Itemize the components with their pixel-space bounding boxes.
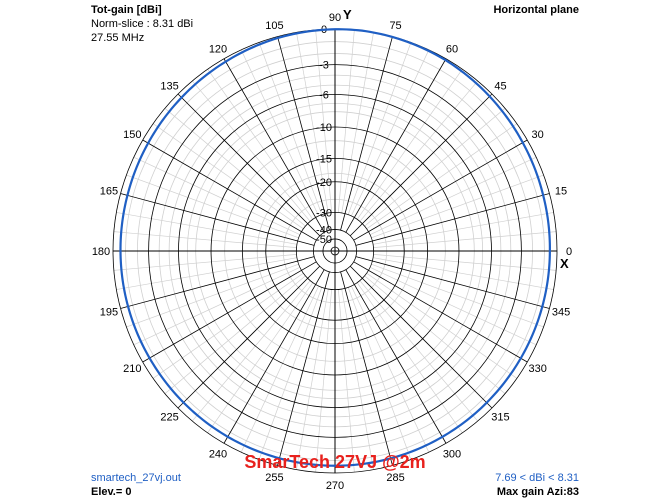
minor-grid-spoke — [192, 80, 311, 222]
angle-tick-label: 150 — [123, 129, 141, 141]
angle-tick-label: 330 — [528, 363, 546, 375]
minor-grid-spoke — [164, 108, 306, 227]
grid-spoke — [349, 93, 493, 237]
minor-grid-spoke — [133, 156, 301, 235]
filename-label: smartech_27vj.out — [91, 472, 181, 484]
db-tick-label: -20 — [316, 177, 332, 189]
grid-spoke — [340, 36, 393, 231]
tick-labels: 0 15 30 45 60 75 90 105 120 135 150 165 180 195 210 225… — [92, 12, 572, 492]
grid-spoke — [345, 58, 447, 233]
db-tick-label: -3 — [319, 60, 329, 72]
grid-spoke — [345, 269, 447, 444]
minor-grid-spoke — [359, 280, 478, 422]
plane-label: Horizontal plane — [493, 4, 579, 16]
elevation-label: Elev.= 0 — [91, 486, 132, 498]
grid — [112, 28, 558, 474]
minor-grid-spoke — [133, 267, 301, 346]
center-marker — [330, 246, 340, 256]
db-tick-label: -30 — [316, 207, 332, 219]
angle-tick-label: 135 — [160, 81, 178, 93]
minor-grid-spoke — [364, 108, 506, 227]
minor-grid-spoke — [359, 80, 478, 222]
minor-grid-spoke — [240, 285, 319, 453]
angle-tick-label: 300 — [443, 449, 461, 461]
chart-title: SmarTech 27VJ @2m — [244, 452, 426, 472]
grid-spoke — [142, 139, 317, 241]
minor-grid-spoke — [164, 275, 306, 394]
angle-tick-label: 225 — [160, 411, 178, 423]
gain-range-label: 7.69 < dBi < 8.31 — [495, 472, 579, 484]
angle-tick-label: 195 — [100, 307, 118, 319]
angle-tick-label: 45 — [494, 81, 506, 93]
grid-spoke — [353, 261, 528, 363]
angle-tick-label: 345 — [552, 307, 570, 319]
db-tick-label: -10 — [316, 122, 332, 134]
angle-tick-label: 0 — [566, 246, 572, 258]
db-tick-label: -40 — [316, 224, 332, 236]
angle-tick-label: 255 — [265, 472, 283, 484]
x-axis-name: X — [560, 256, 569, 271]
grid-spoke — [349, 265, 493, 409]
max-gain-label: Max gain Azi:83 — [496, 486, 579, 498]
angle-tick-label: 90 — [329, 12, 341, 24]
minor-grid-spoke — [369, 267, 537, 346]
grid-spoke — [177, 93, 321, 237]
grid-spoke — [355, 193, 550, 246]
grid-spoke — [223, 58, 325, 233]
gain-label: Tot-gain [dBi] — [91, 4, 162, 16]
grid-spoke — [120, 193, 315, 246]
angle-tick-label: 285 — [386, 472, 404, 484]
angle-tick-label: 15 — [555, 185, 567, 197]
series — [119, 28, 551, 467]
pattern-trace — [119, 28, 551, 467]
grid-spoke — [177, 265, 321, 409]
db-tick-label: -6 — [319, 89, 329, 101]
grid-spoke — [142, 261, 317, 363]
angle-tick-label: 270 — [326, 480, 344, 492]
grid-spoke — [353, 139, 528, 241]
angle-tick-label: 210 — [123, 363, 141, 375]
db-tick-label: -15 — [316, 153, 332, 165]
grid-spoke — [223, 269, 325, 444]
angle-tick-label: 120 — [209, 43, 227, 55]
minor-grid-spoke — [351, 49, 430, 217]
grid-spoke — [277, 36, 330, 231]
grid-spoke — [355, 256, 550, 309]
angle-tick-label: 75 — [389, 20, 401, 32]
minor-grid-spoke — [351, 285, 430, 453]
frequency-label: 27.55 MHz — [91, 32, 145, 44]
angle-tick-label: 30 — [532, 129, 544, 141]
grid-spoke — [277, 271, 330, 466]
grid-spoke — [340, 271, 393, 466]
angle-tick-label: 165 — [100, 185, 118, 197]
angle-tick-label: 60 — [446, 43, 458, 55]
minor-grid-spoke — [240, 49, 319, 217]
db-tick-label: -50 — [316, 234, 332, 246]
minor-grid-spoke — [192, 280, 311, 422]
angle-tick-label: 315 — [491, 411, 509, 423]
minor-grid-spoke — [364, 275, 506, 394]
angle-tick-label: 240 — [209, 449, 227, 461]
minor-grid-spoke — [369, 156, 537, 235]
y-axis-name: Y — [343, 7, 352, 22]
angle-tick-label: 105 — [265, 20, 283, 32]
norm-slice-label: Norm-slice : 8.31 dBi — [91, 18, 194, 30]
grid-spoke — [120, 256, 315, 309]
angle-tick-label: 180 — [92, 246, 110, 258]
